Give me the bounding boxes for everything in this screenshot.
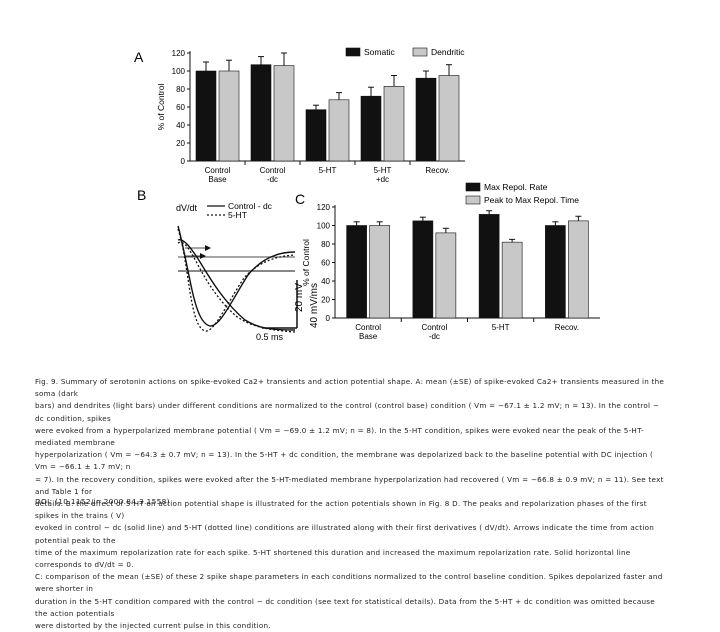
legend-swatch	[345, 47, 361, 57]
bar-dendritic	[218, 70, 240, 162]
y-axis-label: % of Control	[156, 84, 166, 131]
y-tick-label: 80	[176, 85, 185, 94]
legend-label: Peak to Max Repol. Time	[484, 195, 579, 205]
caption-line: Fig. 9. Summary of serotonin actions on …	[35, 377, 665, 399]
x-tick-label: 5-HT	[374, 166, 392, 175]
panel-c-letter: C	[295, 191, 305, 207]
legend-control-label: Control - dc	[228, 201, 273, 211]
x-tick-label: +dc	[376, 175, 389, 184]
derivative-trace-control	[177, 225, 296, 327]
scale-label-ms: 0.5 ms	[256, 332, 284, 342]
caption-line: were evoked from a hyperpolarized membra…	[35, 425, 644, 448]
scale-label-mvms: 40 mV/ms	[309, 283, 320, 328]
caption-line: = 7). In the recovery condition, spikes …	[35, 474, 664, 496]
legend-swatch	[465, 195, 481, 205]
y-tick-label: 100	[317, 222, 331, 231]
x-tick-label: -dc	[429, 332, 440, 341]
bar-somatic	[415, 77, 437, 162]
caption-line: evoked in control − dc (solid line) and …	[35, 523, 655, 545]
x-tick-label: Recov.	[425, 166, 449, 175]
bar-peak-to-max-repol-time	[435, 232, 457, 319]
bar-peak-to-max-repol-time	[568, 220, 589, 319]
caption-line: bars) and dendrites (light bars) under d…	[35, 401, 660, 423]
y-tick-label: 100	[172, 67, 186, 76]
voltage-trace-5ht	[177, 241, 296, 333]
x-tick-label: 5-HT	[319, 166, 337, 175]
bar-somatic	[360, 95, 382, 162]
legend-label: Dendritic	[431, 47, 465, 57]
panel-b-ylabel: dV/dt	[176, 203, 198, 213]
x-tick-label: Base	[208, 175, 227, 184]
doi-link[interactable]: DOI: (10.1152/jn.2000.84.3.1558)	[35, 497, 170, 506]
bar-max-repol-rate	[478, 214, 500, 319]
caption-line: hyperpolarization ( Vm = −64.3 ± 0.7 mV;…	[35, 450, 654, 472]
panel-b-letter: B	[137, 187, 146, 203]
legend-swatch	[412, 47, 428, 57]
caption-line: details. B: the effect of 5-HT on action…	[35, 499, 647, 521]
bar-dendritic	[273, 65, 295, 162]
caption-line: time of the maximum repolarization rate …	[35, 547, 631, 570]
caption-line: C: comparison of the mean (±SE) of these…	[35, 572, 663, 594]
y-tick-label: 120	[172, 49, 186, 58]
x-tick-label: Control	[205, 166, 231, 175]
x-tick-label: Recov.	[555, 323, 579, 332]
scale-label-mv: 20 mV	[294, 283, 305, 312]
x-tick-label: Base	[359, 332, 378, 341]
arrow-control-head	[205, 245, 211, 251]
y-tick-label: 0	[181, 157, 186, 166]
bar-peak-to-max-repol-time	[369, 225, 390, 319]
y-tick-label: 20	[321, 296, 330, 305]
panel-b-traces: dV/dt Control - dc 5-HT 20 mV 40 mV/ms 0…	[176, 201, 320, 342]
y-tick-label: 120	[317, 203, 331, 212]
legend-label: Max Repol. Rate	[484, 182, 548, 192]
bar-dendritic	[328, 99, 350, 162]
bar-somatic	[250, 64, 272, 162]
bar-dendritic	[383, 86, 405, 162]
bar-somatic	[305, 109, 327, 162]
bar-somatic	[195, 70, 217, 162]
x-tick-label: Control	[355, 323, 381, 332]
x-tick-label: -dc	[267, 175, 278, 184]
y-tick-label: 60	[321, 259, 330, 268]
y-tick-label: 40	[321, 277, 330, 286]
y-tick-label: 0	[326, 314, 331, 323]
caption-line: were distorted by the injected current p…	[35, 621, 271, 631]
caption-line: duration in the 5-HT condition compared …	[35, 596, 655, 618]
y-tick-label: 40	[176, 121, 185, 130]
y-axis-label: % of Control	[301, 239, 311, 286]
bar-peak-to-max-repol-time	[501, 241, 523, 319]
legend-label: Somatic	[364, 47, 395, 57]
y-tick-label: 80	[321, 240, 330, 249]
y-tick-label: 60	[176, 103, 185, 112]
x-tick-label: Control	[260, 166, 286, 175]
arrow-5ht-head	[200, 253, 206, 259]
legend-5ht-label: 5-HT	[228, 210, 247, 220]
y-tick-label: 20	[176, 139, 185, 148]
derivative-trace-5ht	[177, 228, 296, 332]
bar-max-repol-rate	[346, 225, 367, 319]
x-tick-label: 5-HT	[492, 323, 510, 332]
bar-max-repol-rate	[412, 220, 434, 319]
legend-swatch	[465, 182, 481, 192]
x-tick-label: Control	[421, 323, 447, 332]
bar-max-repol-rate	[545, 225, 566, 319]
bar-dendritic	[438, 75, 460, 162]
panel-a-letter: A	[134, 49, 144, 65]
